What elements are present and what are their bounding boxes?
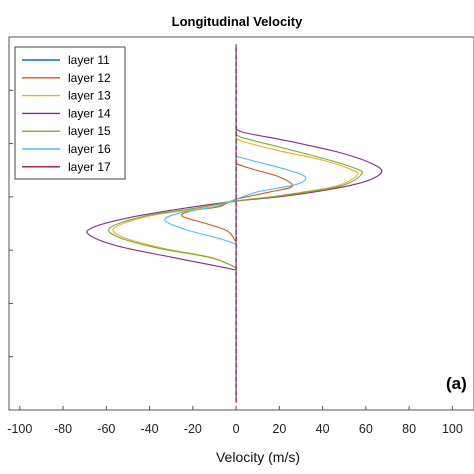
x-tick-label: -100 <box>7 422 32 436</box>
legend-label: layer 13 <box>68 89 111 103</box>
series-layer <box>86 44 383 403</box>
legend-label: layer 17 <box>68 160 111 174</box>
x-tick-label: 0 <box>233 422 240 436</box>
x-tick-label: 60 <box>359 422 373 436</box>
x-tick-label: -20 <box>184 422 202 436</box>
x-axis-ticks: -100 -80 -60 -40 -20 0 20 40 60 80 100 <box>7 406 463 436</box>
x-tick-label: -40 <box>141 422 159 436</box>
legend-label: layer 11 <box>68 53 110 67</box>
x-tick-label: 80 <box>402 422 416 436</box>
x-axis-label: Velocity (m/s) <box>216 449 300 465</box>
chart-title: Longitudinal Velocity <box>172 14 304 29</box>
y-axis-ticks <box>9 89 13 358</box>
legend-label: layer 12 <box>68 71 111 85</box>
series-line-layer-15 <box>108 133 364 269</box>
x-tick-label: -60 <box>97 422 115 436</box>
x-tick-label: 100 <box>442 422 463 436</box>
legend-label: layer 16 <box>68 142 111 156</box>
x-tick-label: -80 <box>54 422 72 436</box>
legend-label: layer 14 <box>68 106 111 120</box>
panel-annotation: (a) <box>446 374 467 393</box>
legend: layer 11 layer 12 layer 13 layer 14 layer 15… <box>14 46 126 180</box>
x-tick-label: 40 <box>316 422 330 436</box>
x-tick-label: 20 <box>272 422 286 436</box>
legend-label: layer 15 <box>68 124 111 138</box>
